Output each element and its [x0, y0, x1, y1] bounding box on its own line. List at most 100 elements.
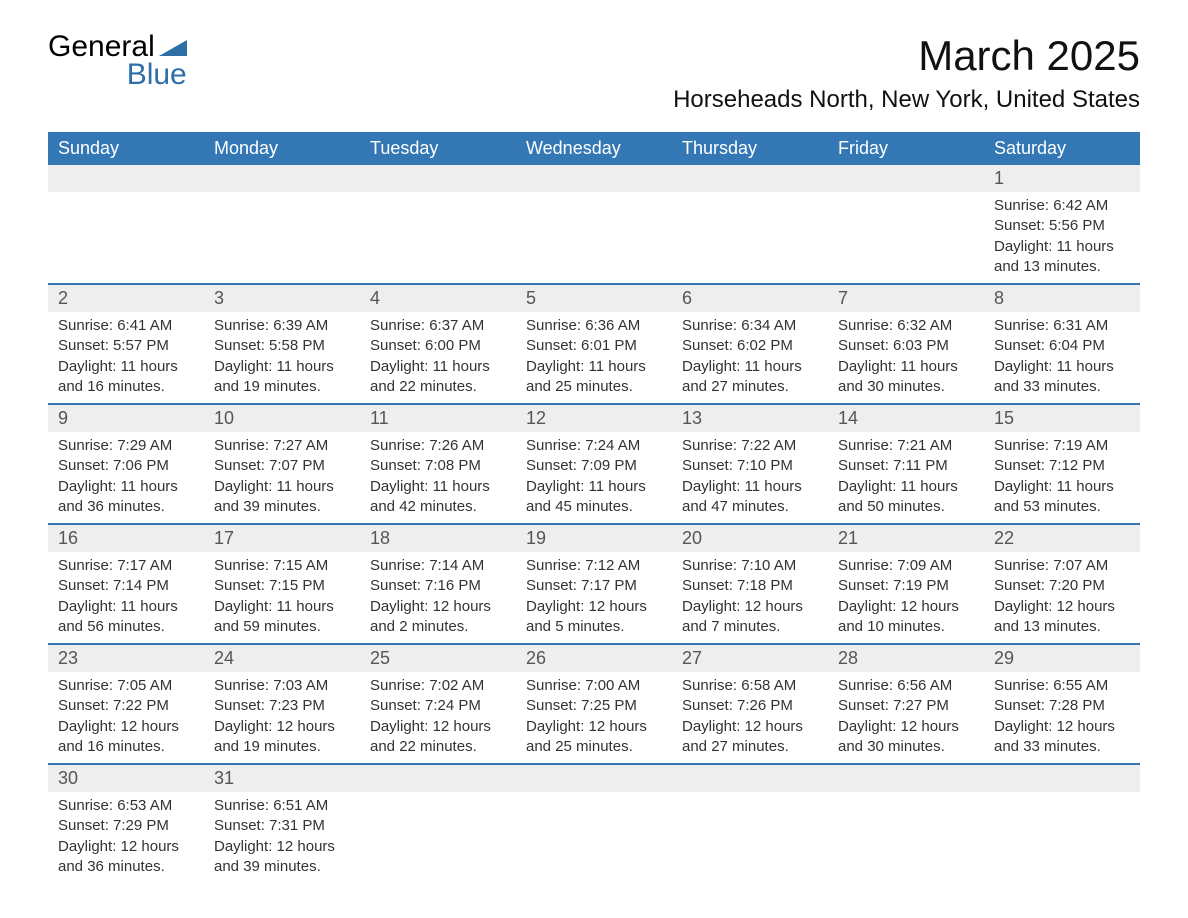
day-details: Sunrise: 6:34 AMSunset: 6:02 PMDaylight:… [672, 312, 828, 403]
daylight-line2: and 22 minutes. [370, 377, 506, 397]
daylight-line2: and 19 minutes. [214, 377, 350, 397]
sunset-line: Sunset: 7:31 PM [214, 816, 350, 836]
daylight-line1: Daylight: 12 hours [58, 837, 194, 857]
title-block: March 2025 Horseheads North, New York, U… [673, 32, 1140, 114]
location-subtitle: Horseheads North, New York, United State… [673, 86, 1140, 114]
day-details: Sunrise: 6:41 AMSunset: 5:57 PMDaylight:… [48, 312, 204, 403]
day-details [516, 192, 672, 222]
daylight-line1: Daylight: 12 hours [58, 717, 194, 737]
daylight-line1: Daylight: 11 hours [682, 357, 818, 377]
sunset-line: Sunset: 7:26 PM [682, 696, 818, 716]
sunrise-line: Sunrise: 6:42 AM [994, 196, 1130, 216]
daylight-line2: and 42 minutes. [370, 497, 506, 517]
day-number: 14 [828, 405, 984, 432]
day-number: 19 [516, 525, 672, 552]
day-number: 3 [204, 285, 360, 312]
sunrise-line: Sunrise: 6:53 AM [58, 796, 194, 816]
daylight-line1: Daylight: 12 hours [682, 597, 818, 617]
week-details-row: Sunrise: 6:42 AMSunset: 5:56 PMDaylight:… [48, 192, 1140, 284]
week-daynum-row: 16171819202122 [48, 524, 1140, 552]
day-details: Sunrise: 7:05 AMSunset: 7:22 PMDaylight:… [48, 672, 204, 763]
sunset-line: Sunset: 7:15 PM [214, 576, 350, 596]
sunset-line: Sunset: 6:04 PM [994, 336, 1130, 356]
daylight-line2: and 30 minutes. [838, 737, 974, 757]
sunset-line: Sunset: 7:17 PM [526, 576, 662, 596]
daylight-line2: and 56 minutes. [58, 617, 194, 637]
sunrise-line: Sunrise: 6:56 AM [838, 676, 974, 696]
daylight-line2: and 16 minutes. [58, 377, 194, 397]
column-header: Tuesday [360, 132, 516, 165]
sunrise-line: Sunrise: 7:14 AM [370, 556, 506, 576]
day-details: Sunrise: 7:10 AMSunset: 7:18 PMDaylight:… [672, 552, 828, 643]
sunset-line: Sunset: 7:24 PM [370, 696, 506, 716]
day-number [204, 165, 360, 192]
sunset-line: Sunset: 7:23 PM [214, 696, 350, 716]
sunset-line: Sunset: 7:20 PM [994, 576, 1130, 596]
daylight-line2: and 47 minutes. [682, 497, 818, 517]
week-details-row: Sunrise: 7:05 AMSunset: 7:22 PMDaylight:… [48, 672, 1140, 764]
day-details: Sunrise: 6:39 AMSunset: 5:58 PMDaylight:… [204, 312, 360, 403]
day-number: 25 [360, 645, 516, 672]
day-details: Sunrise: 6:31 AMSunset: 6:04 PMDaylight:… [984, 312, 1140, 403]
sunset-line: Sunset: 7:25 PM [526, 696, 662, 716]
daylight-line2: and 59 minutes. [214, 617, 350, 637]
sunrise-line: Sunrise: 7:00 AM [526, 676, 662, 696]
day-number: 4 [360, 285, 516, 312]
daylight-line2: and 7 minutes. [682, 617, 818, 637]
daylight-line1: Daylight: 12 hours [214, 837, 350, 857]
daylight-line1: Daylight: 11 hours [838, 357, 974, 377]
sunset-line: Sunset: 5:58 PM [214, 336, 350, 356]
sunset-line: Sunset: 7:22 PM [58, 696, 194, 716]
sunrise-line: Sunrise: 6:58 AM [682, 676, 818, 696]
sunrise-line: Sunrise: 7:27 AM [214, 436, 350, 456]
daylight-line2: and 25 minutes. [526, 377, 662, 397]
day-details: Sunrise: 6:32 AMSunset: 6:03 PMDaylight:… [828, 312, 984, 403]
daylight-line2: and 45 minutes. [526, 497, 662, 517]
sunrise-line: Sunrise: 6:55 AM [994, 676, 1130, 696]
daylight-line2: and 2 minutes. [370, 617, 506, 637]
week-daynum-row: 9101112131415 [48, 404, 1140, 432]
column-header: Wednesday [516, 132, 672, 165]
day-details: Sunrise: 6:51 AMSunset: 7:31 PMDaylight:… [204, 792, 360, 883]
daylight-line1: Daylight: 12 hours [994, 597, 1130, 617]
sunset-line: Sunset: 7:08 PM [370, 456, 506, 476]
sunrise-line: Sunrise: 6:36 AM [526, 316, 662, 336]
day-number: 12 [516, 405, 672, 432]
day-details [48, 192, 204, 222]
day-number [516, 765, 672, 792]
daylight-line2: and 27 minutes. [682, 377, 818, 397]
sunrise-line: Sunrise: 7:02 AM [370, 676, 506, 696]
daylight-line2: and 5 minutes. [526, 617, 662, 637]
day-number: 30 [48, 765, 204, 792]
daylight-line1: Daylight: 12 hours [838, 717, 974, 737]
daylight-line1: Daylight: 11 hours [526, 357, 662, 377]
daylight-line2: and 33 minutes. [994, 377, 1130, 397]
daylight-line1: Daylight: 11 hours [994, 237, 1130, 257]
day-number: 31 [204, 765, 360, 792]
day-number [828, 165, 984, 192]
daylight-line2: and 16 minutes. [58, 737, 194, 757]
sunset-line: Sunset: 7:07 PM [214, 456, 350, 476]
week-daynum-row: 23242526272829 [48, 644, 1140, 672]
sunset-line: Sunset: 6:03 PM [838, 336, 974, 356]
day-details [672, 192, 828, 222]
day-number [516, 165, 672, 192]
day-number: 7 [828, 285, 984, 312]
sunrise-line: Sunrise: 7:29 AM [58, 436, 194, 456]
calendar-header-row: SundayMondayTuesdayWednesdayThursdayFrid… [48, 132, 1140, 165]
day-details: Sunrise: 6:42 AMSunset: 5:56 PMDaylight:… [984, 192, 1140, 283]
day-details: Sunrise: 6:56 AMSunset: 7:27 PMDaylight:… [828, 672, 984, 763]
day-details [672, 792, 828, 822]
column-header: Monday [204, 132, 360, 165]
daylight-line2: and 30 minutes. [838, 377, 974, 397]
column-header: Sunday [48, 132, 204, 165]
daylight-line1: Daylight: 11 hours [58, 597, 194, 617]
daylight-line1: Daylight: 12 hours [994, 717, 1130, 737]
daylight-line1: Daylight: 12 hours [214, 717, 350, 737]
column-header: Saturday [984, 132, 1140, 165]
day-number: 27 [672, 645, 828, 672]
sunrise-line: Sunrise: 7:19 AM [994, 436, 1130, 456]
logo: General Blue [48, 32, 187, 90]
daylight-line1: Daylight: 11 hours [58, 477, 194, 497]
logo-word2: Blue [127, 60, 187, 90]
